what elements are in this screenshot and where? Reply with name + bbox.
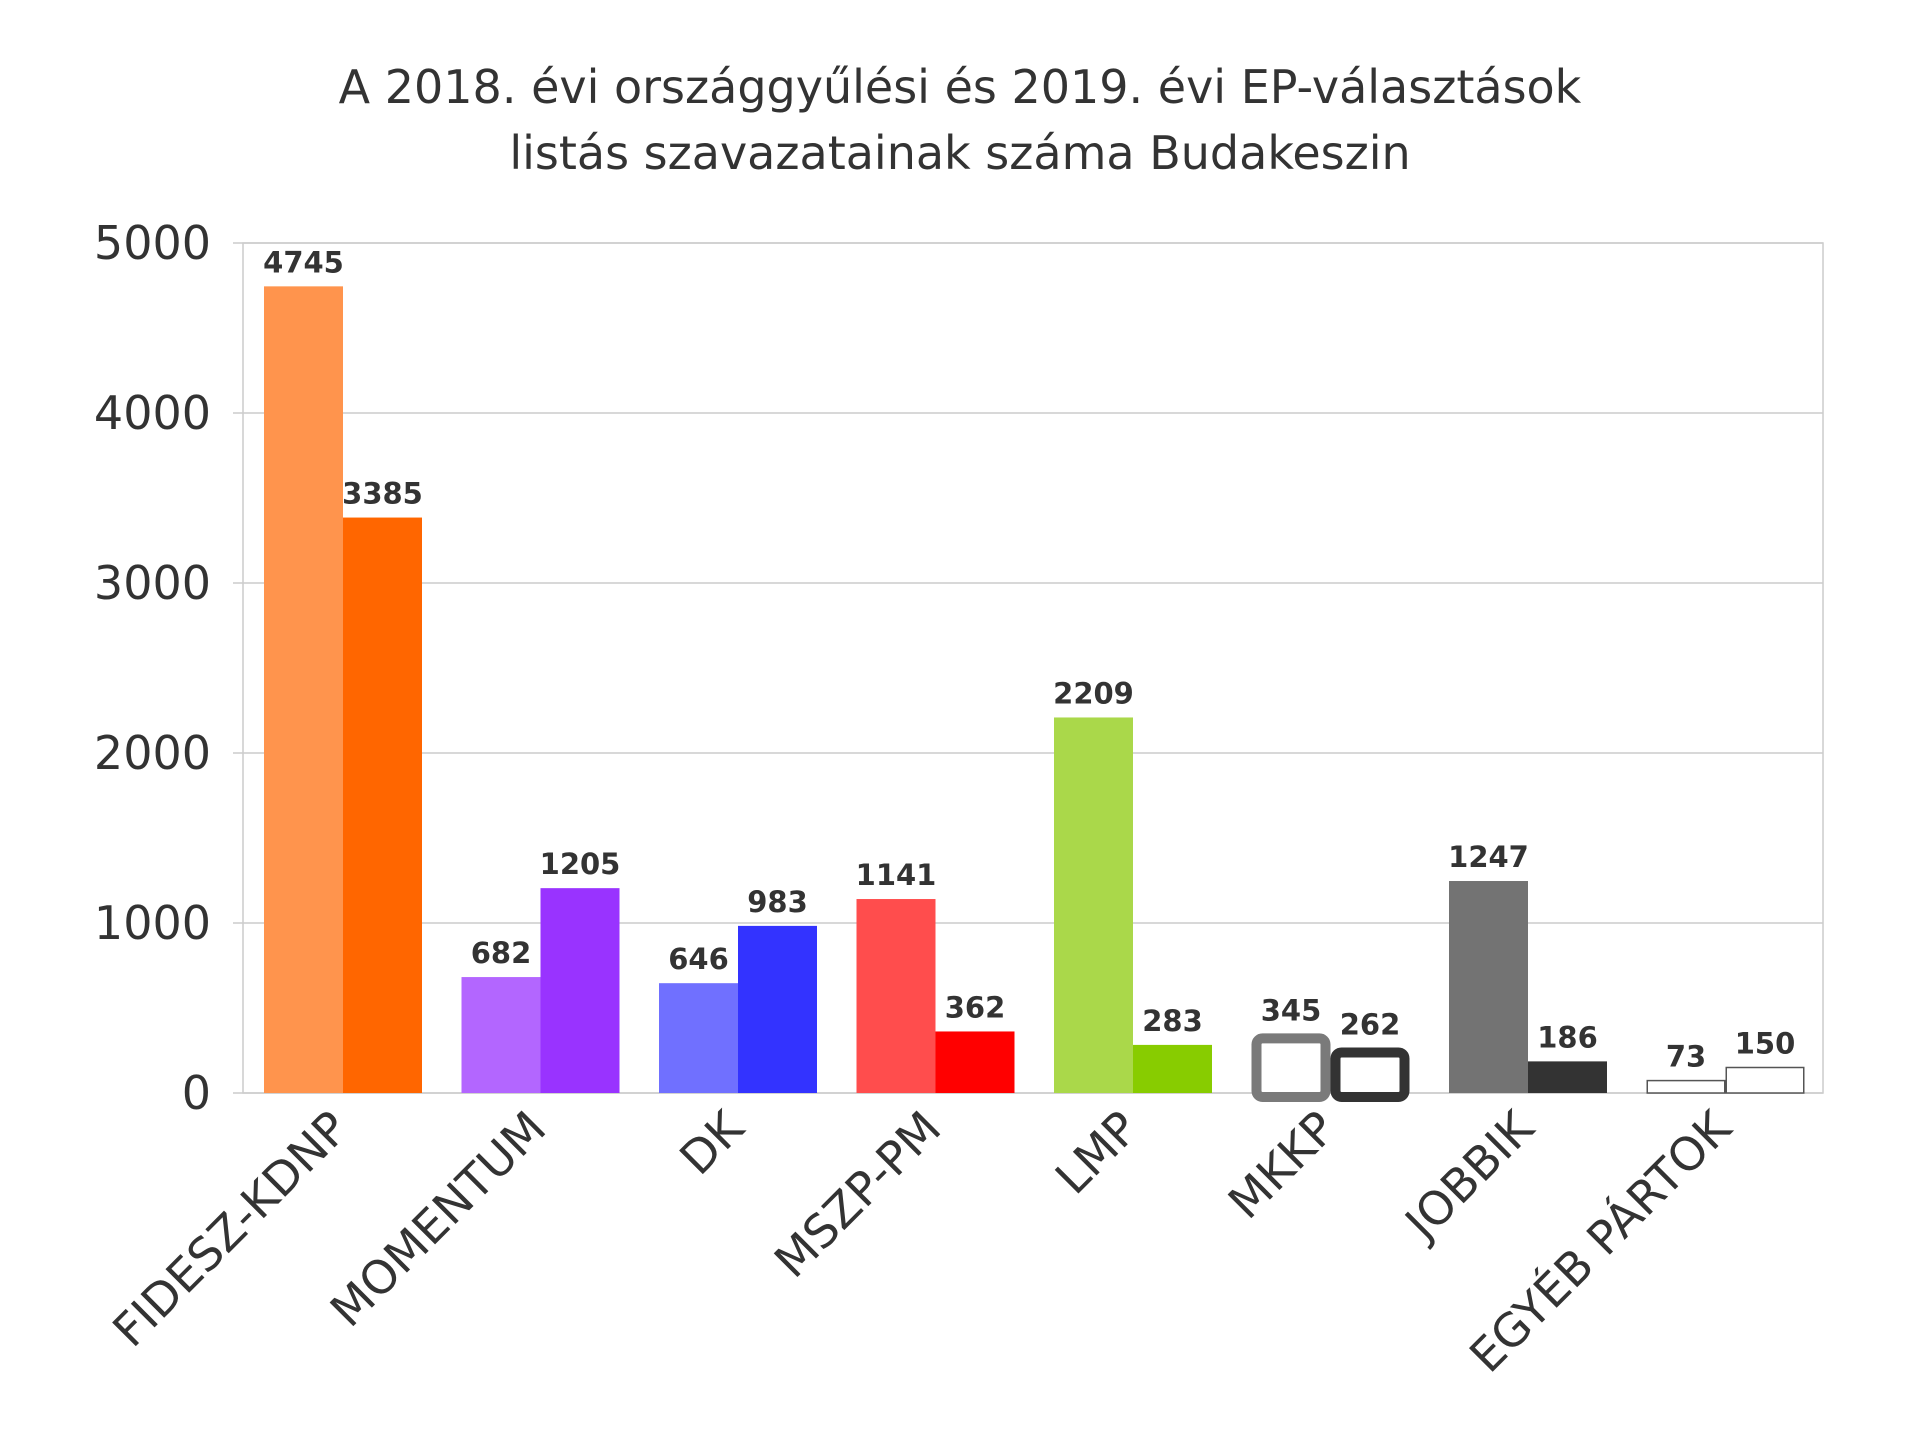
bar-value-label: 262 — [1340, 1007, 1401, 1041]
y-tick-label: 3000 — [94, 556, 211, 610]
bar — [659, 983, 738, 1093]
bar — [1133, 1044, 1212, 1093]
bar-value-label: 1247 — [1448, 840, 1529, 874]
chart-title: A 2018. évi országgyűlési és 2019. évi E… — [0, 54, 1920, 186]
x-category-label: JOBBIK — [1393, 1099, 1545, 1251]
x-category-label: MSZP-PM — [764, 1101, 951, 1288]
bar-value-label: 646 — [668, 942, 729, 976]
y-tick-label: 5000 — [94, 216, 211, 270]
bar — [343, 517, 422, 1093]
y-axis-tick-labels: 0 1000 2000 3000 4000 5000 — [94, 216, 211, 1120]
bar — [935, 1031, 1015, 1093]
bar — [738, 925, 817, 1093]
y-tick-label: 2000 — [94, 726, 211, 780]
bar-value-label: 186 — [1537, 1020, 1598, 1054]
x-category-label: LMP — [1045, 1101, 1149, 1205]
bar-value-label: 2209 — [1053, 676, 1134, 710]
bar-value-label: 983 — [747, 885, 808, 919]
chart-title-line-1: A 2018. évi országgyűlési és 2019. évi E… — [338, 60, 1582, 114]
bar — [856, 899, 936, 1093]
x-category-label: MKKP — [1218, 1101, 1347, 1230]
bar — [1528, 1061, 1607, 1093]
bar-value-label: 73 — [1666, 1040, 1706, 1074]
x-category-label: FIDESZ-KDNP — [102, 1101, 359, 1358]
bar-value-label: 283 — [1142, 1004, 1203, 1038]
bar — [1725, 1066, 1805, 1094]
bars — [264, 286, 1805, 1102]
bar — [1646, 1079, 1726, 1094]
chart-title-line-2: listás szavazatainak száma Budakeszin — [509, 126, 1411, 180]
bar-value-label: 1141 — [856, 858, 937, 892]
bar — [1054, 717, 1133, 1093]
gridlines — [233, 242, 1824, 1094]
y-tick-label: 1000 — [94, 896, 211, 950]
bar — [1330, 1047, 1410, 1102]
bar-value-label: 362 — [945, 990, 1006, 1024]
bar-value-label: 150 — [1735, 1027, 1796, 1061]
bar-value-label: 3385 — [342, 477, 423, 511]
bar — [461, 977, 541, 1093]
y-tick-label: 0 — [182, 1066, 211, 1120]
x-category-label: DK — [669, 1099, 755, 1185]
bar — [264, 286, 343, 1094]
bar-value-label: 4745 — [263, 245, 344, 279]
bar-value-label: 682 — [471, 936, 532, 970]
bar — [540, 888, 620, 1093]
data-labels: 4745 3385 682 1205 646 983 1141 362 2209 283 345 26… — [263, 245, 1795, 1073]
bar — [1449, 881, 1528, 1093]
bar-value-label: 1205 — [540, 847, 621, 881]
bar — [1251, 1033, 1331, 1102]
y-tick-label: 4000 — [94, 386, 211, 440]
bar-value-label: 345 — [1261, 993, 1322, 1027]
